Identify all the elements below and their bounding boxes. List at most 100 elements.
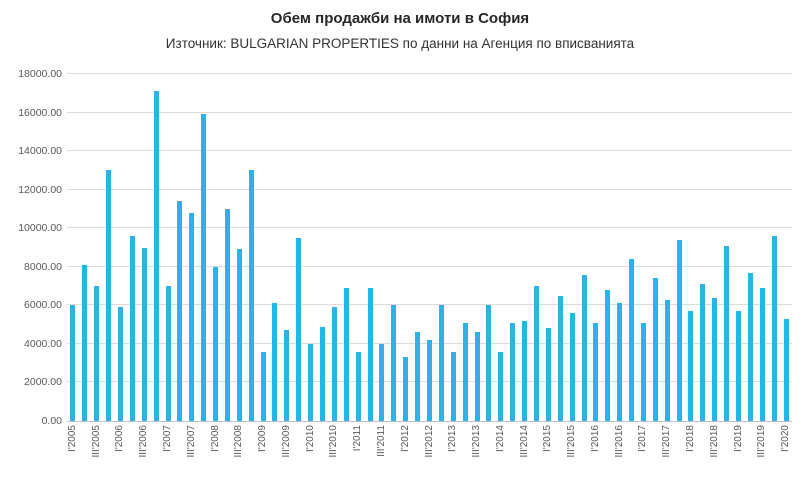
x-axis-tick-label: III'2017 (661, 425, 673, 458)
bar (106, 170, 112, 421)
gridline (67, 111, 792, 113)
x-axis-tick-label: III'2006 (138, 425, 150, 458)
bar (296, 237, 302, 421)
bar (391, 305, 397, 421)
bar (474, 332, 480, 421)
bar (533, 286, 539, 421)
x-axis-tick-label: III'2005 (90, 425, 102, 458)
y-axis-tick-label: 18000.00 (18, 68, 62, 80)
x-axis-tick-label: III'2009 (280, 425, 292, 458)
x-axis-tick-label: I'2020 (780, 425, 792, 452)
bar (498, 351, 504, 421)
bar (783, 318, 789, 421)
y-axis-tick-label: 14000.00 (18, 145, 62, 158)
bar (308, 343, 314, 421)
bar (557, 295, 563, 421)
bar (320, 326, 326, 421)
x-axis-tick-label: I'2008 (209, 425, 221, 452)
bar (724, 245, 730, 421)
bar (652, 278, 658, 421)
bar (676, 239, 682, 421)
y-axis-tick-label: 10000.00 (18, 222, 62, 235)
bar (343, 287, 349, 421)
x-axis-tick-label: I'2012 (399, 425, 411, 452)
x-axis-tick-label: III'2010 (328, 425, 340, 458)
x-axis-tick-label: III'2008 (233, 425, 245, 458)
y-axis-tick-label: 8000.00 (24, 260, 62, 273)
bar (617, 303, 623, 421)
bar (569, 313, 575, 421)
x-axis-tick-label: III'2015 (566, 425, 578, 458)
bar (771, 235, 777, 421)
x-axis-tick-label: III'2016 (613, 425, 625, 458)
x-axis-tick-label: I'2010 (304, 425, 316, 452)
bar (510, 322, 516, 421)
bar (747, 272, 753, 421)
bar (450, 351, 456, 421)
x-axis-tick-label: III'2014 (518, 425, 530, 458)
bar (664, 299, 670, 421)
bar (688, 311, 694, 421)
x-axis-tick-label: III'2019 (756, 425, 768, 458)
gridline (67, 150, 792, 152)
bar (581, 274, 587, 421)
x-axis-tick-label: I'2017 (637, 425, 649, 452)
x-axis-tick-label: I'2007 (162, 425, 174, 452)
chart-title: Обем продажби на имоти в София (270, 10, 530, 27)
bar (82, 264, 88, 421)
bar (415, 332, 421, 421)
y-axis-tick-label: 0.00 (41, 415, 62, 427)
bar (605, 289, 611, 421)
gridline (67, 227, 792, 229)
bar (403, 357, 409, 421)
bar (700, 284, 706, 421)
y-axis-tick-label: 16000.00 (18, 106, 62, 119)
x-axis-tick-label: III'2013 (471, 425, 483, 458)
x-axis-tick-label: I'2013 (447, 425, 459, 452)
bar (201, 114, 207, 421)
bar (427, 340, 432, 421)
x-axis-tick-label: I'2016 (589, 425, 601, 452)
bar (153, 91, 159, 421)
bar (117, 307, 123, 421)
x-axis-tick-label: I'2005 (66, 425, 78, 452)
y-axis-tick-label: 6000.00 (24, 299, 62, 312)
x-axis-tick-label: I'2018 (684, 425, 696, 452)
bar (712, 297, 718, 421)
y-axis-labels: 0.00 2000.00 4000.00 6000.00 8000.00 10000.00… (0, 68, 62, 427)
bar (284, 330, 290, 421)
y-axis-tick-label: 12000.00 (18, 183, 62, 196)
x-axis-tick-label: I'2015 (542, 425, 554, 452)
bar (379, 343, 385, 421)
bar (224, 208, 230, 421)
x-axis-tick-label: I'2014 (494, 425, 506, 452)
bar (165, 286, 171, 421)
gridline (67, 188, 792, 190)
x-axis-tick-label: I'2009 (257, 425, 269, 452)
bar (248, 170, 254, 421)
y-axis-tick-label: 4000.00 (24, 337, 62, 350)
bar (260, 351, 266, 421)
bar (236, 249, 242, 421)
gridline (67, 304, 792, 306)
bar (486, 305, 492, 421)
bar (367, 287, 373, 421)
bar (141, 247, 147, 421)
bar (438, 305, 444, 421)
y-axis-tick-label: 2000.00 (24, 376, 62, 389)
x-axis-tick-label: III'2007 (185, 425, 197, 458)
x-axis-tick-label: III'2018 (708, 425, 720, 458)
bar (736, 311, 742, 421)
bar (462, 322, 468, 421)
bar (70, 305, 76, 421)
bar (129, 235, 135, 421)
bar (593, 322, 599, 421)
bar (355, 351, 361, 421)
x-axis-tick-label: I'2006 (114, 425, 126, 452)
gridline (67, 265, 792, 267)
x-axis-tick-label: III'2011 (375, 425, 387, 457)
bar (213, 266, 219, 421)
bar (177, 201, 183, 421)
chart-subtitle: Източник: BULGARIAN PROPERTIES по данни … (165, 36, 635, 51)
bar (331, 307, 337, 421)
